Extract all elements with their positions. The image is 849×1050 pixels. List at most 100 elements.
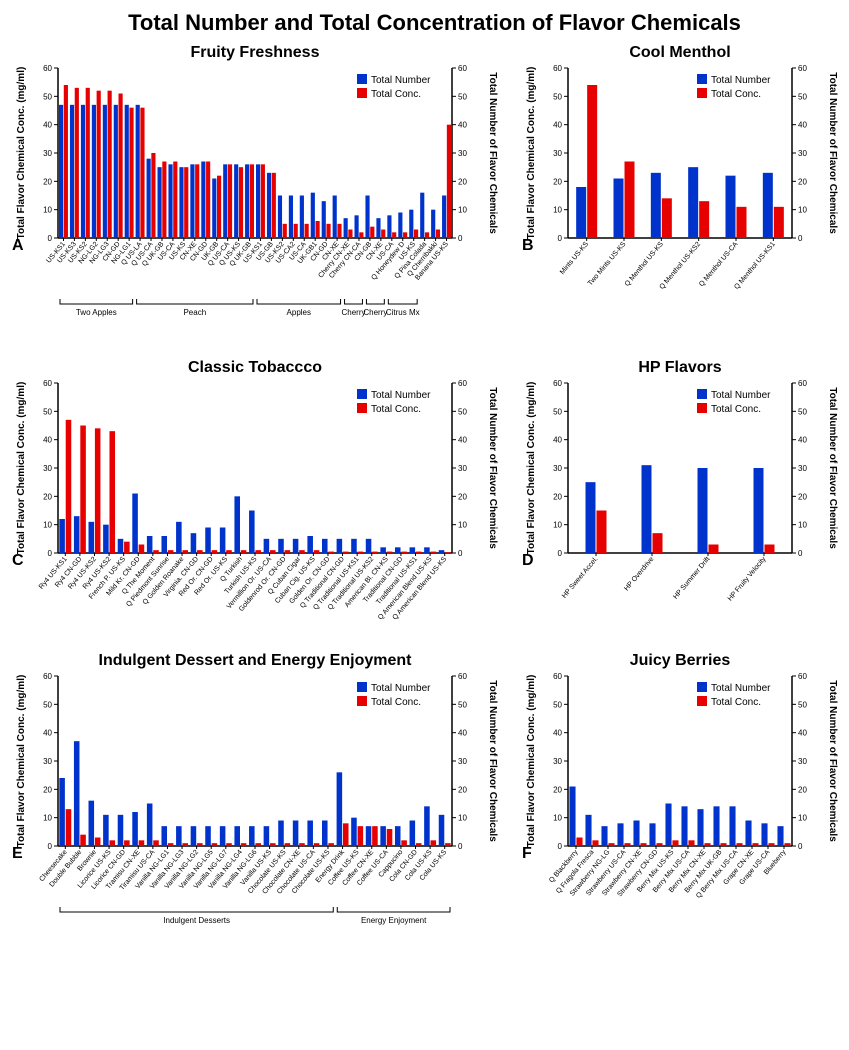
bracket-label: Cherry: [341, 308, 365, 317]
bar-number: [147, 536, 153, 553]
legend-number: Total Number: [371, 75, 431, 86]
bar-conc: [66, 420, 72, 553]
bar-conc: [348, 230, 352, 239]
bar-conc: [401, 552, 407, 553]
bar-conc: [624, 843, 630, 846]
bar-number: [376, 218, 380, 238]
panel-A: Fruity Freshness001010202030304040505060…: [10, 44, 500, 329]
bar-number: [147, 804, 153, 847]
bar-number: [576, 187, 586, 238]
bar-conc: [372, 826, 378, 846]
bar-number: [161, 536, 167, 553]
bar-number: [569, 787, 575, 847]
svg-text:0: 0: [48, 549, 53, 558]
svg-text:Total Flavor Chemical Conc. (m: Total Flavor Chemical Conc. (mg/ml): [526, 382, 537, 555]
bar-conc: [436, 230, 440, 239]
bar-number: [351, 818, 357, 846]
svg-text:20: 20: [458, 785, 467, 794]
bar-number: [410, 821, 416, 847]
bar-conc: [381, 230, 385, 239]
svg-text:50: 50: [553, 407, 562, 416]
bar-conc: [162, 162, 166, 239]
legend-conc: Total Conc.: [711, 697, 761, 708]
svg-text:60: 60: [798, 64, 807, 73]
svg-text:10: 10: [553, 814, 562, 823]
bar-number: [409, 210, 413, 238]
bar-conc: [97, 91, 101, 238]
bar-number: [264, 826, 270, 846]
bar-conc: [737, 207, 747, 238]
chart-D-svg: 00101020203030404050506060Total Flavor C…: [520, 377, 840, 622]
bar-number: [586, 482, 596, 553]
svg-text:Total Flavor Chemical Conc. (m: Total Flavor Chemical Conc. (mg/ml): [16, 675, 27, 848]
svg-text:10: 10: [458, 206, 467, 215]
bar-conc: [64, 85, 68, 238]
bar-number: [103, 815, 109, 846]
bar-number: [633, 821, 639, 847]
bar-number: [59, 519, 65, 553]
bar-conc: [197, 843, 203, 846]
svg-text:40: 40: [553, 729, 562, 738]
bracket-label: Citrus Mx: [386, 308, 420, 317]
bar-number: [439, 550, 445, 553]
svg-text:20: 20: [553, 785, 562, 794]
bar-number: [103, 105, 107, 238]
legend-conc: Total Conc.: [371, 89, 421, 100]
bar-conc: [80, 835, 86, 846]
bar-conc: [414, 230, 418, 239]
svg-text:Total Number of Flavor Chemica: Total Number of Flavor Chemicals: [827, 680, 838, 842]
bar-conc: [270, 843, 276, 846]
bar-number: [697, 809, 703, 846]
bar-number: [395, 826, 401, 846]
bar-conc: [431, 840, 437, 846]
svg-text:0: 0: [558, 234, 563, 243]
bar-conc: [168, 843, 174, 846]
bar-number: [136, 105, 140, 238]
bar-conc: [662, 198, 672, 238]
svg-text:20: 20: [798, 492, 807, 501]
svg-text:30: 30: [43, 149, 52, 158]
x-label: Q Menthol US-CA: [698, 241, 740, 289]
bar-number: [351, 539, 357, 553]
svg-text:30: 30: [43, 464, 52, 473]
bar-number: [234, 496, 240, 553]
bar-number: [380, 826, 386, 846]
bar-conc: [597, 511, 607, 554]
svg-text:30: 30: [798, 149, 807, 158]
svg-text:20: 20: [43, 177, 52, 186]
bar-number: [234, 164, 238, 238]
bar-number: [322, 821, 328, 847]
bar-number: [191, 826, 197, 846]
panel-E-title: Indulgent Dessert and Energy Enjoyment: [10, 652, 500, 670]
bar-conc: [270, 550, 276, 553]
bar-number: [601, 826, 607, 846]
svg-text:0: 0: [458, 549, 463, 558]
svg-text:50: 50: [43, 407, 52, 416]
svg-text:50: 50: [553, 700, 562, 709]
bar-conc: [328, 552, 334, 553]
bar-number: [89, 522, 95, 553]
bar-number: [380, 547, 386, 553]
bar-number: [322, 201, 326, 238]
svg-text:Total Number of Flavor Chemica: Total Number of Flavor Chemicals: [487, 72, 498, 234]
svg-text:60: 60: [43, 379, 52, 388]
bar-conc: [316, 221, 320, 238]
bar-number: [278, 196, 282, 239]
bar-number: [442, 196, 446, 239]
bar-conc: [608, 843, 614, 846]
x-label: Mints US-KS: [559, 241, 590, 276]
bracket-label: Cherry: [363, 308, 387, 317]
bar-conc: [140, 108, 144, 238]
panel-F: Juicy Berries00101020203030404050506060T…: [520, 652, 840, 937]
bar-conc: [299, 550, 305, 553]
svg-text:Total Number of Flavor Chemica: Total Number of Flavor Chemicals: [827, 387, 838, 549]
bar-number: [777, 826, 783, 846]
bar-number: [74, 741, 80, 846]
bar-conc: [736, 843, 742, 846]
bar-number: [176, 826, 182, 846]
bar-number: [132, 494, 138, 554]
svg-text:40: 40: [798, 436, 807, 445]
bar-conc: [129, 108, 133, 238]
svg-text:50: 50: [43, 700, 52, 709]
bar-conc: [656, 843, 662, 846]
